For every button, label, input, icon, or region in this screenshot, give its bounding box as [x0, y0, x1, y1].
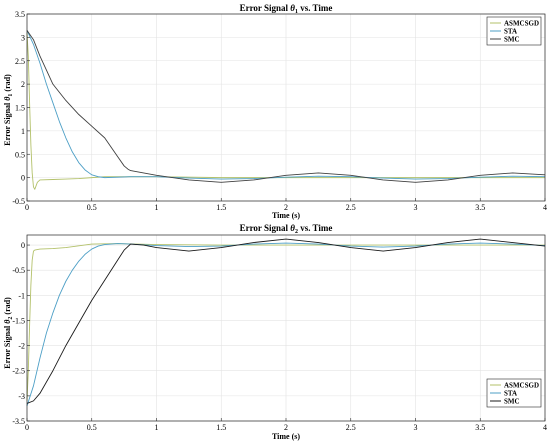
x-tick-label: 2.5: [346, 423, 356, 432]
x-tick-label: 3: [414, 423, 418, 432]
y-tick-label: 1.5: [15, 104, 25, 113]
series-line-sta: [26, 30, 546, 180]
chart-theta2: Error Signal θ2 vs. Time 0 0.5 1 1.5 2 2.5 3 3.…: [3, 223, 547, 441]
x-tick-label: 4: [543, 203, 547, 212]
x-tick-label: 4: [543, 423, 547, 432]
x-tick-label: 3.5: [475, 423, 485, 432]
x-tick-label: 0.5: [87, 203, 97, 212]
series-line-smc: [26, 30, 546, 183]
series-line-smc: [26, 238, 546, 404]
legend-label: STA: [504, 390, 517, 398]
y-tick-label: -3: [18, 392, 25, 401]
x-tick-label: 0: [25, 203, 29, 212]
x-axis-label: Time (s): [272, 432, 300, 441]
x-tick-label: 1: [155, 203, 159, 212]
legend-label: ASMCSGD: [504, 20, 539, 28]
y-tick-label: 2.5: [15, 57, 25, 66]
y-tick-label: -2: [18, 342, 25, 351]
series-lines: [26, 30, 546, 190]
x-tick-label: 3.5: [475, 203, 485, 212]
y-tick-label: 0.5: [15, 150, 25, 159]
x-axis-ticks: 0 0.5 1 1.5 2 2.5 3 3.5 4: [25, 418, 547, 432]
y-axis-ticks: -3.5 -3 -2.5 -2 -1.5 -1 -0.5 0: [12, 241, 30, 426]
x-tick-label: 1: [155, 423, 159, 432]
series-line-asmcsgd: [26, 32, 545, 190]
x-axis-ticks: 0 0.5 1 1.5 2 2.5 3 3.5 4: [25, 198, 547, 212]
legend-label: STA: [504, 28, 517, 36]
y-tick-label: 0: [21, 174, 25, 183]
y-tick-label: 0: [21, 241, 25, 250]
y-axis-ticks: -0.5 0 0.5 1 1.5 2 2.5 3 3.5: [12, 10, 30, 206]
x-tick-label: 2: [284, 423, 288, 432]
y-tick-label: 3.5: [15, 10, 25, 19]
chart-title: Error Signal θ2 vs. Time: [240, 223, 333, 235]
y-tick-label: -1.5: [12, 316, 25, 325]
series-lines: [26, 238, 546, 407]
y-axis-label: Error Signal θ1 (rad): [3, 74, 14, 146]
x-axis-label: Time (s): [272, 211, 300, 220]
legend-label: ASMCSGD: [504, 382, 539, 390]
y-tick-label: -0.5: [12, 197, 25, 206]
x-tick-label: 2: [284, 203, 288, 212]
y-tick-label: -1: [18, 291, 25, 300]
y-tick-label: -3.5: [12, 417, 25, 426]
x-tick-label: 1.5: [216, 423, 226, 432]
y-tick-label: -2.5: [12, 367, 25, 376]
legend-label: SMC: [504, 36, 520, 44]
x-tick-label: 0: [25, 423, 29, 432]
y-tick-label: 1: [21, 127, 25, 136]
chart-title: Error Signal θ1 vs. Time: [240, 3, 333, 15]
y-tick-label: -0.5: [12, 266, 25, 275]
y-tick-label: 3: [21, 33, 25, 42]
legend-label: SMC: [504, 398, 520, 406]
x-tick-label: 0.5: [87, 423, 97, 432]
y-tick-label: 2: [21, 80, 25, 89]
x-tick-label: 3: [414, 203, 418, 212]
series-line-sta: [26, 242, 546, 407]
y-axis-label: Error Signal θ2 (rad): [3, 297, 14, 369]
x-tick-label: 1.5: [216, 203, 226, 212]
chart-theta1: Error Signal θ1 vs. Time 0 0.5 1 1.5 2 2.5 3 3.…: [3, 3, 547, 220]
x-tick-label: 2.5: [346, 203, 356, 212]
